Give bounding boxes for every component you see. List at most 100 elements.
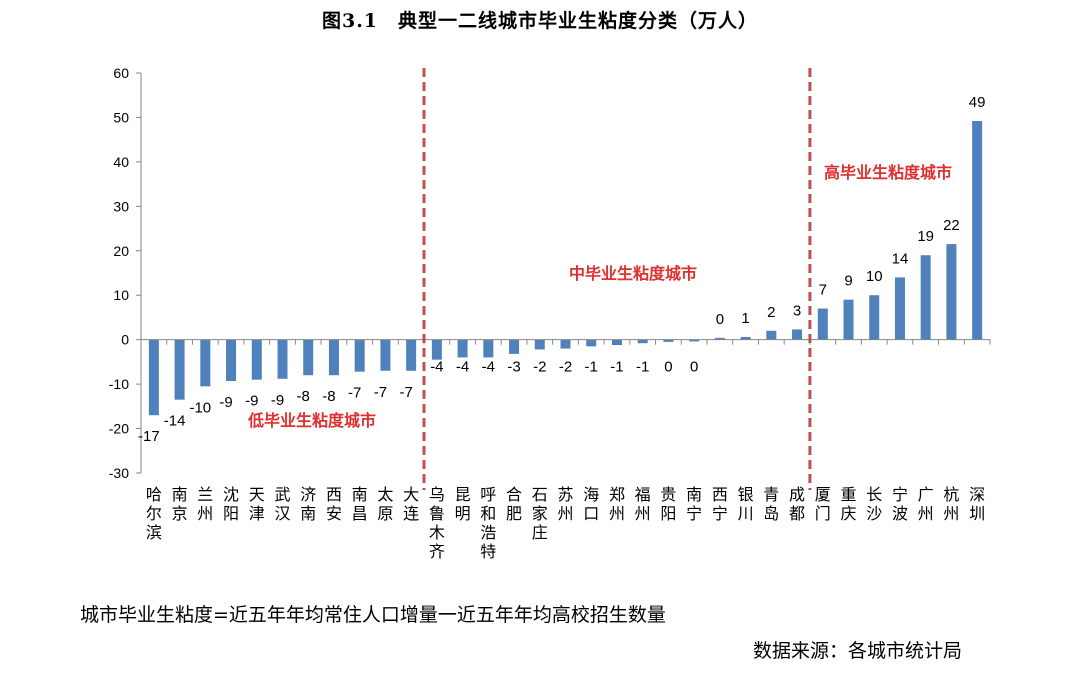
data-label: 0 (690, 359, 698, 376)
footnote-formula: 城市毕业生粘度=近五年年均常住人口增量一近五年年均高校招生数量 (80, 604, 666, 626)
bar (817, 308, 828, 340)
x-category-label: 郑州 (609, 485, 625, 523)
bar (200, 339, 211, 387)
y-axis: 60 50 40 30 20 10 0 -10 -20 -30 (109, 65, 142, 481)
data-label: 3 (793, 302, 801, 319)
bar (869, 295, 880, 340)
group-dividers (422, 68, 812, 490)
x-category-label: 合肥 (506, 485, 522, 523)
data-label: -4 (430, 359, 443, 376)
x-category-label: 昆明 (455, 485, 471, 523)
bar (663, 339, 674, 342)
bar (303, 339, 314, 376)
bar (148, 339, 159, 416)
y-tick-label: 0 (121, 332, 129, 348)
x-category-label: 深圳 (969, 485, 985, 523)
bar (483, 339, 494, 358)
bar (714, 337, 725, 340)
x-category-label: 兰州 (197, 485, 213, 523)
data-label: 2 (767, 304, 775, 321)
bar (277, 339, 288, 379)
data-label: -7 (348, 385, 361, 402)
data-label: -7 (374, 384, 387, 401)
x-category-label: 太原 (377, 485, 393, 523)
bar (946, 244, 957, 340)
group-label: 中毕业生粘度城市 (569, 264, 697, 283)
x-category-label: 沈阳 (223, 485, 239, 523)
x-category-label: 海口 (583, 485, 599, 523)
y-tick-label: -30 (109, 465, 129, 481)
data-label: -10 (189, 399, 211, 416)
data-label: 7 (819, 282, 827, 299)
x-category-label: 重庆 (840, 485, 856, 523)
bar (560, 339, 571, 349)
x-category-label: 广州 (918, 485, 934, 523)
data-label: -9 (245, 393, 258, 410)
data-label: 49 (969, 94, 986, 111)
x-category-label: 厦门 (815, 485, 831, 523)
data-label: -4 (482, 359, 495, 376)
data-label: -9 (219, 394, 232, 411)
x-category-label: 乌鲁木齐 (429, 485, 445, 561)
x-category-label: 苏州 (557, 485, 573, 523)
bars (148, 121, 983, 416)
bar (431, 339, 442, 360)
x-category-label: 福州 (635, 485, 651, 523)
data-label: -14 (164, 413, 186, 430)
x-category-label: 贵阳 (660, 485, 676, 523)
x-category-label: 西安 (326, 485, 342, 523)
data-label: 22 (943, 217, 960, 234)
data-label: -8 (322, 388, 335, 405)
x-category-label: 西宁 (712, 485, 728, 523)
y-tick-label: 20 (113, 243, 129, 259)
data-label: -8 (297, 388, 310, 405)
x-category-label: 成都 (789, 485, 805, 523)
bar (226, 339, 237, 381)
data-label: -4 (456, 359, 469, 376)
y-tick-label: 50 (113, 109, 129, 125)
bar (406, 339, 417, 371)
bar (457, 339, 468, 358)
bar (174, 339, 185, 400)
data-label: -7 (399, 384, 412, 401)
y-tick-label: 40 (113, 154, 129, 170)
bar (689, 339, 700, 342)
data-label: -2 (533, 359, 546, 376)
bar (843, 299, 854, 340)
x-category-label: 武汉 (274, 485, 290, 523)
group-label: 低毕业生粘度城市 (247, 411, 376, 430)
x-axis: 哈尔滨南京兰州沈阳天津武汉济南西安南昌太原大连乌鲁木齐昆明呼和浩特合肥石家庄苏州… (140, 339, 991, 561)
footnote-source: 数据来源：各城市统计局 (752, 640, 962, 662)
bar (740, 337, 751, 340)
data-label: 0 (716, 311, 724, 328)
group-labels: 低毕业生粘度城市 中毕业生粘度城市 高毕业生粘度城市 (247, 163, 952, 430)
bar (894, 277, 905, 340)
y-tick-label: 30 (113, 198, 129, 214)
data-label: 0 (664, 359, 672, 376)
x-category-label: 宁波 (892, 485, 908, 523)
x-category-label: 银川 (738, 485, 754, 523)
x-category-label: 南京 (172, 485, 188, 523)
data-label: -3 (507, 359, 520, 376)
data-label: 1 (741, 310, 749, 327)
data-label: -17 (138, 428, 160, 445)
bar (611, 339, 622, 345)
data-label: -1 (610, 359, 623, 376)
bar (766, 330, 777, 340)
bar (328, 339, 339, 376)
x-category-label: 大连 (403, 485, 419, 523)
data-label: -9 (271, 392, 284, 409)
bar (637, 339, 648, 344)
group-label: 高毕业生粘度城市 (824, 163, 952, 182)
bar (586, 339, 597, 347)
x-category-label: 呼和浩特 (480, 485, 496, 561)
bar (380, 339, 391, 371)
data-label: -2 (559, 359, 572, 376)
data-label: -1 (636, 359, 649, 376)
bar (509, 339, 520, 354)
chart-title: 图3.1 典型一二线城市毕业生粘度分类（万人） (321, 10, 759, 32)
x-category-label: 长沙 (866, 485, 882, 523)
x-category-label: 杭州 (943, 485, 959, 523)
y-tick-label: 10 (113, 287, 129, 303)
